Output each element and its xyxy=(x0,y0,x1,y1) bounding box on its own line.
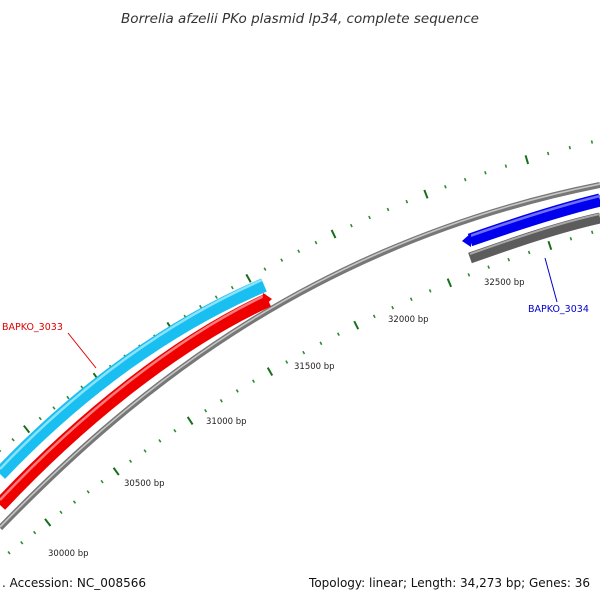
inner-tick-minor xyxy=(592,231,593,234)
outer-tick-minor xyxy=(53,407,55,410)
inner-tick-minor xyxy=(87,491,89,494)
inner-tick-minor xyxy=(220,399,222,402)
inner-tick-minor xyxy=(529,251,530,254)
inner-tick-major xyxy=(448,279,451,287)
tick-label-31000: 31000 bp xyxy=(206,417,247,427)
inner-tick-minor xyxy=(303,351,305,354)
inner-tick-minor xyxy=(468,273,469,276)
outer-tick-minor xyxy=(406,200,407,203)
outer-tick-minor xyxy=(67,396,69,399)
outer-tick-minor xyxy=(216,296,218,299)
outer-tick-minor xyxy=(0,449,1,452)
outer-tick-minor xyxy=(315,241,316,244)
sequence-backbone xyxy=(0,185,600,528)
inner-tick-minor xyxy=(430,289,431,292)
inner-tick-major xyxy=(114,468,119,475)
gene-label-BAPKO_3034: BAPKO_3034 xyxy=(528,304,589,315)
map-title: Borrelia afzelii PKo plasmid lp34, compl… xyxy=(121,11,479,27)
inner-tick-minor xyxy=(570,237,571,240)
inner-tick-minor xyxy=(21,541,23,544)
gene-BAPKO_3033-leader xyxy=(68,333,96,368)
inner-tick-minor xyxy=(101,480,103,483)
outer-tick-major xyxy=(526,155,529,164)
summary-text: Topology: linear; Length: 34,273 bp; Gen… xyxy=(308,576,590,590)
outer-tick-minor xyxy=(200,305,202,308)
inner-tick-major xyxy=(268,368,273,376)
tick-label-32000: 32000 bp xyxy=(388,315,429,325)
outer-tick-minor xyxy=(12,438,14,441)
inner-tick-minor xyxy=(174,429,176,432)
outer-tick-minor xyxy=(548,152,549,155)
inner-tick-minor xyxy=(488,266,489,269)
tick-label-30000: 30000 bp xyxy=(48,549,89,559)
outer-tick-minor xyxy=(569,146,570,149)
inner-tick-minor xyxy=(320,342,322,345)
outer-tick-major xyxy=(24,426,30,433)
accession-text: . Accession: NC_008566 xyxy=(2,576,146,590)
outer-tick-minor xyxy=(592,140,593,143)
inner-tick-minor xyxy=(374,315,375,318)
outer-tick-minor xyxy=(387,208,388,211)
inner-tick-minor xyxy=(286,361,288,364)
inner-tick-minor xyxy=(392,306,393,309)
outer-tick-minor xyxy=(39,417,41,420)
inner-tick-minor xyxy=(144,450,146,453)
tick-label-32500: 32500 bp xyxy=(484,278,525,288)
plasmid-map: Borrelia afzelii PKo plasmid lp34, compl… xyxy=(0,0,600,600)
gene-label-BAPKO_3033: BAPKO_3033 xyxy=(2,322,63,333)
outer-tick-minor xyxy=(369,216,370,219)
inner-tick-minor xyxy=(236,390,238,393)
outer-tick-major xyxy=(332,230,336,238)
inner-tick-minor xyxy=(159,440,161,443)
inner-tick-minor xyxy=(74,501,76,504)
tick-label-30500: 30500 bp xyxy=(124,479,165,489)
inner-tick-minor xyxy=(130,460,132,463)
outer-tick-minor xyxy=(264,268,266,271)
outer-tick-minor xyxy=(485,171,486,174)
inner-tick-minor xyxy=(253,380,255,383)
gene-BAPKO_3034-leader xyxy=(545,258,557,302)
outer-tick-major xyxy=(424,190,427,198)
inner-tick-major xyxy=(548,241,551,250)
outer-tick-minor xyxy=(505,165,506,168)
inner-tick-minor xyxy=(60,511,62,514)
outer-tick-minor xyxy=(465,178,466,181)
inner-tick-minor xyxy=(34,531,36,534)
inner-tick-major xyxy=(354,321,358,329)
inner-tick-minor xyxy=(411,298,412,301)
outer-tick-minor xyxy=(281,259,283,262)
outer-tick-minor xyxy=(351,224,352,227)
tick-label-31500: 31500 bp xyxy=(294,362,335,372)
inner-tick-minor xyxy=(205,409,207,412)
gene-BAPKO_3034-arrow xyxy=(462,233,471,247)
inner-tick-major xyxy=(45,519,50,526)
outer-tick-major xyxy=(246,274,250,282)
outer-tick-minor xyxy=(298,250,299,253)
outer-tick-minor xyxy=(231,286,233,289)
inner-tick-minor xyxy=(508,258,509,261)
inner-tick-minor xyxy=(338,333,339,336)
inner-tick-minor xyxy=(8,552,10,555)
outer-tick-minor xyxy=(445,185,446,188)
inner-tick-major xyxy=(188,417,193,425)
